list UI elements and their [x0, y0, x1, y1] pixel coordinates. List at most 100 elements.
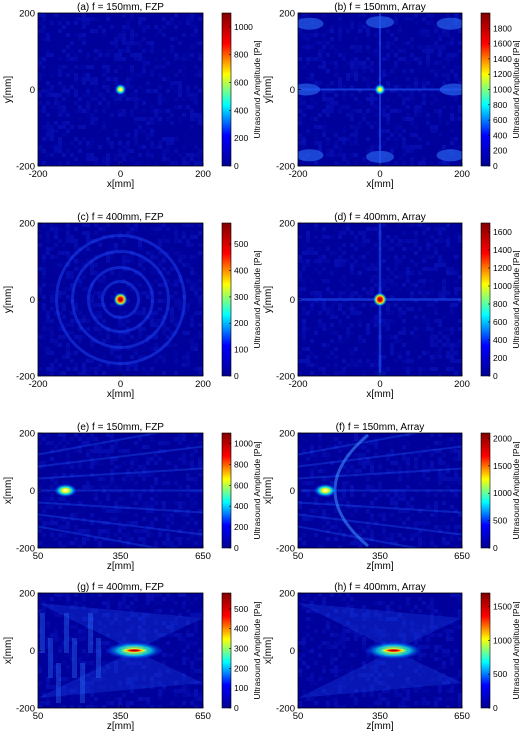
speckle-cell: [322, 129, 326, 133]
speckle-cell: [94, 545, 98, 549]
speckle-cell: [158, 65, 162, 69]
speckle-cell: [46, 93, 50, 97]
speckle-cell: [302, 101, 306, 105]
speckle-cell: [438, 161, 442, 165]
speckle-cell: [74, 267, 78, 271]
colorbar-tick-label: 0: [493, 161, 498, 171]
speckle-cell: [358, 21, 362, 25]
speckle-cell: [170, 645, 174, 649]
speckle-cell: [142, 311, 146, 315]
speckle-cell: [430, 13, 434, 17]
speckle-cell: [374, 601, 378, 605]
speckle-cell: [418, 271, 422, 275]
speckle-cell: [346, 137, 350, 141]
speckle-cell: [186, 513, 190, 517]
speckle-cell: [90, 327, 94, 331]
speckle-cell: [194, 657, 198, 661]
speckle-cell: [98, 129, 102, 133]
speckle-cell: [386, 117, 390, 121]
speckle-cell: [98, 307, 102, 311]
speckle-cell: [142, 57, 146, 61]
speckle-cell: [362, 351, 366, 355]
speckle-cell: [38, 29, 42, 33]
speckle-cell: [138, 109, 142, 113]
speckle-cell: [78, 629, 82, 633]
speckle-cell: [410, 145, 414, 149]
speckle-cell: [158, 601, 162, 605]
speckle-cell: [146, 137, 150, 141]
speckle-cell: [318, 263, 322, 267]
y-axis-label: x[mm]: [3, 637, 14, 664]
speckle-cell: [446, 41, 450, 45]
speckle-cell: [386, 457, 390, 461]
speckle-cell: [354, 45, 358, 49]
speckle-cell: [350, 57, 354, 61]
speckle-cell: [42, 541, 46, 545]
speckle-cell: [390, 537, 394, 541]
speckle-cell: [434, 53, 438, 57]
speckle-cell: [322, 617, 326, 621]
speckle-cell: [198, 665, 202, 669]
speckle-cell: [326, 145, 330, 149]
speckle-cell: [42, 267, 46, 271]
speckle-cell: [146, 473, 150, 477]
speckle-cell: [106, 85, 110, 89]
speckle-cell: [366, 57, 370, 61]
speckle-cell: [310, 445, 314, 449]
speckle-cell: [62, 133, 66, 137]
speckle-cell: [158, 141, 162, 145]
speckle-cell: [106, 49, 110, 53]
speckle-cell: [302, 327, 306, 331]
speckle-cell: [150, 145, 154, 149]
speckle-cell: [422, 29, 426, 33]
speckle-cell: [446, 161, 450, 165]
speckle-cell: [398, 315, 402, 319]
speckle-cell: [346, 231, 350, 235]
speckle-cell: [446, 441, 450, 445]
speckle-cell: [74, 145, 78, 149]
speckle-cell: [142, 89, 146, 93]
colorbar-tick-label: 400: [234, 265, 248, 275]
speckle-cell: [414, 13, 418, 17]
speckle-cell: [322, 97, 326, 101]
speckle-cell: [110, 485, 114, 489]
speckle-cell: [86, 85, 90, 89]
speckle-cell: [410, 161, 414, 165]
speckle-cell: [94, 367, 98, 371]
speckle-cell: [422, 287, 426, 291]
speckle-cell: [310, 251, 314, 255]
speckle-cell: [306, 315, 310, 319]
speckle-cell: [318, 469, 322, 473]
speckle-cell: [406, 65, 410, 69]
speckle-cell: [178, 223, 182, 227]
speckle-cell: [430, 129, 434, 133]
speckle-cell: [138, 247, 142, 251]
speckle-cell: [386, 287, 390, 291]
speckle-cell: [390, 513, 394, 517]
speckle-cell: [342, 339, 346, 343]
speckle-cell: [106, 449, 110, 453]
speckle-cell: [338, 497, 342, 501]
speckle-cell: [422, 161, 426, 165]
speckle-cell: [78, 17, 82, 21]
speckle-cell: [122, 605, 126, 609]
speckle-cell: [366, 359, 370, 363]
speckle-cell: [370, 49, 374, 53]
speckle-cell: [74, 65, 78, 69]
speckle-cell: [174, 291, 178, 295]
speckle-cell: [302, 279, 306, 283]
speckle-cell: [158, 689, 162, 693]
speckle-cell: [330, 153, 334, 157]
speckle-cell: [66, 465, 70, 469]
speckle-cell: [330, 327, 334, 331]
speckle-cell: [338, 323, 342, 327]
speckle-cell: [190, 157, 194, 161]
speckle-cell: [426, 65, 430, 69]
speckle-cell: [198, 153, 202, 157]
speckle-cell: [398, 49, 402, 53]
speckle-cell: [422, 93, 426, 97]
speckle-cell: [46, 239, 50, 243]
speckle-cell: [458, 343, 462, 347]
speckle-cell: [190, 287, 194, 291]
speckle-cell: [178, 505, 182, 509]
